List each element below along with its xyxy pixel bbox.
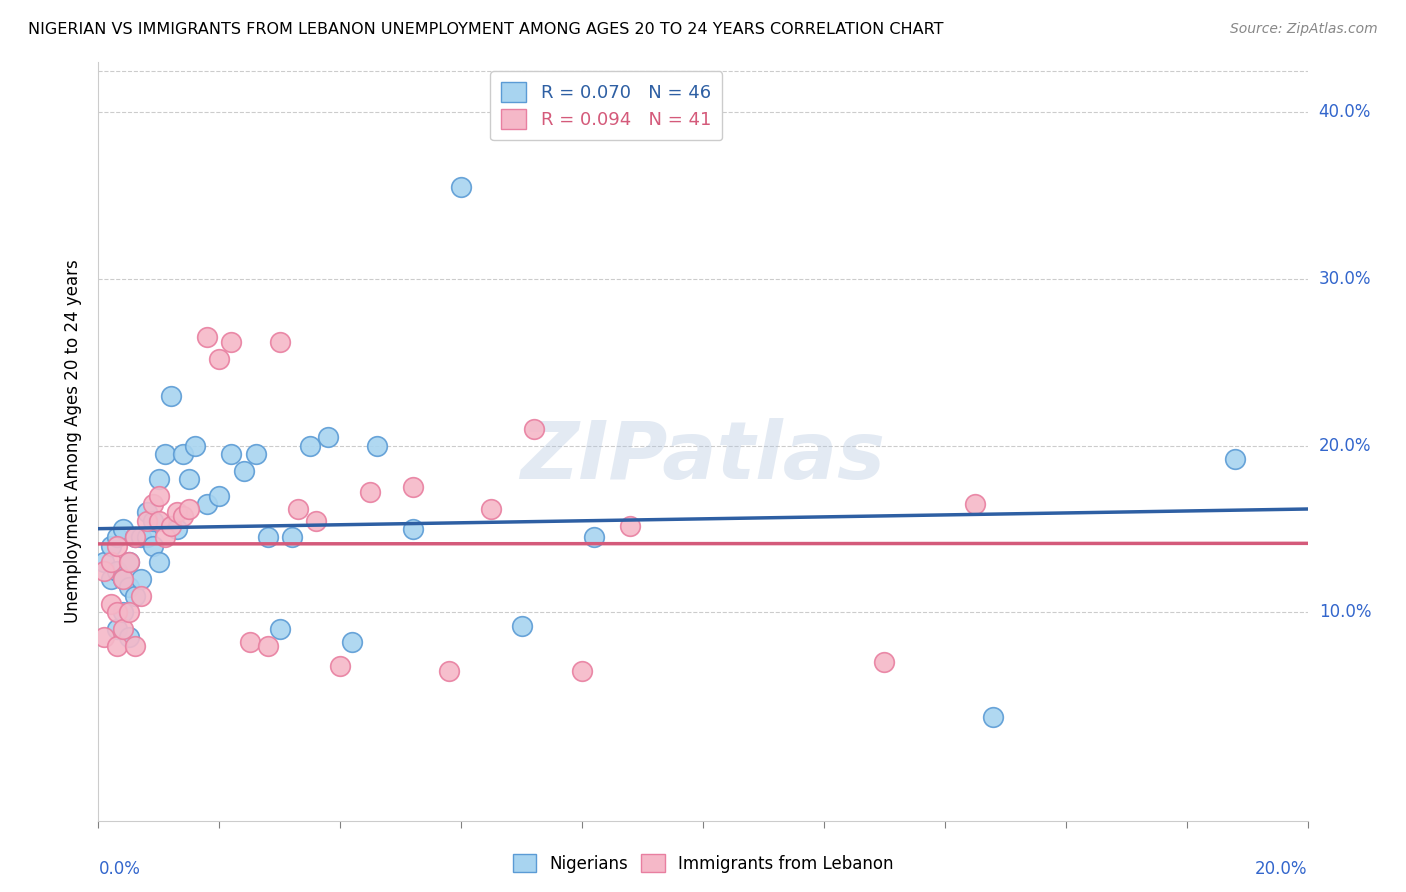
- Point: [873, 656, 896, 670]
- Point: [135, 505, 157, 519]
- Point: [118, 555, 141, 569]
- Point: [360, 485, 382, 500]
- Point: [179, 472, 201, 486]
- Point: [232, 464, 254, 478]
- Legend: R = 0.070   N = 46, R = 0.094   N = 41: R = 0.070 N = 46, R = 0.094 N = 41: [491, 71, 723, 140]
- Point: [142, 514, 165, 528]
- Text: 0.0%: 0.0%: [98, 860, 141, 878]
- Point: [269, 335, 291, 350]
- Point: [184, 439, 207, 453]
- Point: [100, 572, 122, 586]
- Point: [281, 530, 304, 544]
- Point: [208, 352, 231, 367]
- Point: [316, 430, 339, 444]
- Point: [583, 530, 606, 544]
- Point: [1223, 452, 1246, 467]
- Point: [166, 505, 188, 519]
- Point: [142, 497, 165, 511]
- Point: [402, 522, 425, 536]
- Text: 20.0%: 20.0%: [1256, 860, 1308, 878]
- Point: [221, 335, 243, 350]
- Point: [93, 631, 115, 645]
- Point: [105, 530, 128, 544]
- Point: [135, 514, 157, 528]
- Point: [342, 635, 364, 649]
- Point: [153, 447, 176, 461]
- Point: [111, 622, 134, 636]
- Point: [129, 530, 152, 544]
- Point: [523, 422, 546, 436]
- Point: [160, 389, 183, 403]
- Point: [402, 480, 425, 494]
- Point: [142, 539, 165, 553]
- Text: NIGERIAN VS IMMIGRANTS FROM LEBANON UNEMPLOYMENT AMONG AGES 20 TO 24 YEARS CORRE: NIGERIAN VS IMMIGRANTS FROM LEBANON UNEM…: [28, 22, 943, 37]
- Point: [129, 572, 152, 586]
- Point: [100, 597, 122, 611]
- Point: [269, 622, 291, 636]
- Point: [299, 439, 322, 453]
- Point: [118, 555, 141, 569]
- Point: [111, 572, 134, 586]
- Point: [111, 572, 134, 586]
- Point: [105, 539, 128, 553]
- Point: [124, 530, 146, 544]
- Point: [172, 508, 194, 523]
- Text: Source: ZipAtlas.com: Source: ZipAtlas.com: [1230, 22, 1378, 37]
- Point: [148, 555, 170, 569]
- Point: [111, 522, 134, 536]
- Y-axis label: Unemployment Among Ages 20 to 24 years: Unemployment Among Ages 20 to 24 years: [65, 260, 83, 624]
- Point: [148, 514, 170, 528]
- Point: [129, 589, 152, 603]
- Legend: Nigerians, Immigrants from Lebanon: Nigerians, Immigrants from Lebanon: [506, 847, 900, 880]
- Point: [135, 530, 157, 544]
- Point: [148, 489, 170, 503]
- Point: [195, 497, 218, 511]
- Point: [571, 664, 593, 678]
- Point: [221, 447, 243, 461]
- Point: [153, 530, 176, 544]
- Point: [366, 439, 388, 453]
- Point: [118, 605, 141, 619]
- Point: [118, 580, 141, 594]
- Text: 40.0%: 40.0%: [1319, 103, 1371, 121]
- Point: [208, 489, 231, 503]
- Point: [981, 710, 1004, 724]
- Text: 10.0%: 10.0%: [1319, 603, 1371, 622]
- Point: [105, 564, 128, 578]
- Point: [124, 589, 146, 603]
- Text: 30.0%: 30.0%: [1319, 270, 1371, 288]
- Point: [510, 618, 533, 632]
- Point: [148, 472, 170, 486]
- Point: [195, 330, 218, 344]
- Point: [93, 564, 115, 578]
- Point: [100, 539, 122, 553]
- Text: ZIPatlas: ZIPatlas: [520, 417, 886, 496]
- Point: [172, 447, 194, 461]
- Point: [256, 639, 278, 653]
- Point: [118, 631, 141, 645]
- Point: [481, 502, 503, 516]
- Text: 20.0%: 20.0%: [1319, 437, 1371, 455]
- Point: [437, 664, 460, 678]
- Point: [93, 555, 115, 569]
- Point: [965, 497, 987, 511]
- Point: [329, 658, 352, 673]
- Point: [166, 522, 188, 536]
- Point: [100, 555, 122, 569]
- Point: [111, 605, 134, 619]
- Point: [256, 530, 278, 544]
- Point: [239, 635, 262, 649]
- Point: [160, 518, 183, 533]
- Point: [179, 502, 201, 516]
- Point: [619, 518, 641, 533]
- Point: [124, 639, 146, 653]
- Point: [105, 622, 128, 636]
- Point: [287, 502, 309, 516]
- Point: [124, 530, 146, 544]
- Point: [105, 605, 128, 619]
- Point: [245, 447, 267, 461]
- Point: [305, 514, 328, 528]
- Point: [105, 639, 128, 653]
- Point: [450, 180, 472, 194]
